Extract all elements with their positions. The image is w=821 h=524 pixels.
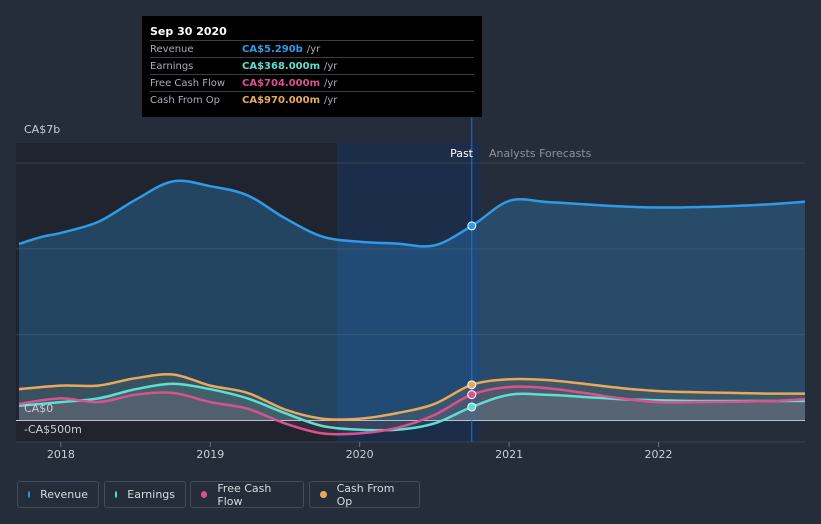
tooltip-row-cash-from-op: Cash From Op CA$970.000m /yr bbox=[150, 91, 474, 108]
y-tick-label: CA$7b bbox=[24, 123, 60, 136]
x-tick-label: 2018 bbox=[47, 448, 75, 461]
past-label: Past bbox=[450, 147, 474, 160]
tooltip-value: CA$368.000m bbox=[242, 60, 321, 72]
free-cash-flow-marker bbox=[467, 390, 477, 400]
tooltip-unit: /yr bbox=[324, 60, 338, 72]
legend-dot-icon bbox=[320, 491, 327, 498]
tooltip-label: Cash From Op bbox=[150, 94, 221, 106]
cash-from-op-marker bbox=[467, 380, 477, 390]
earnings-marker bbox=[467, 402, 477, 412]
tooltip-row-revenue: Revenue CA$5.290b /yr bbox=[150, 40, 474, 57]
tooltip-label: Revenue bbox=[150, 43, 194, 55]
earnings-line bbox=[18, 382, 805, 432]
tooltip-label: Free Cash Flow bbox=[150, 77, 226, 89]
legend-item-revenue[interactable]: Revenue bbox=[17, 481, 99, 508]
tooltip-value: CA$704.000m bbox=[242, 77, 321, 89]
cash-from-op-line bbox=[18, 372, 806, 421]
legend-dot-icon bbox=[28, 491, 31, 498]
free-cash-flow-line bbox=[18, 385, 806, 436]
legend-label: Earnings bbox=[127, 488, 175, 501]
legend-label: Cash From Op bbox=[336, 481, 395, 508]
tooltip-unit: /yr bbox=[324, 94, 338, 106]
tooltip: Sep 30 2020 Revenue CA$5.290b /yr Earnin… bbox=[142, 16, 482, 117]
y-tick-label: -CA$500m bbox=[24, 423, 82, 436]
tooltip-unit: /yr bbox=[306, 43, 321, 55]
tooltip-row-free-cash-flow: Free Cash Flow CA$704.000m /yr bbox=[150, 74, 474, 91]
revenue-marker bbox=[467, 221, 477, 231]
legend-dot-icon bbox=[115, 491, 118, 498]
legend-item-free-cash-flow[interactable]: Free Cash Flow bbox=[190, 481, 304, 508]
revenue-line bbox=[18, 179, 806, 248]
tooltip-unit: /yr bbox=[324, 77, 338, 89]
earnings-area bbox=[19, 383, 805, 431]
legend-item-earnings[interactable]: Earnings bbox=[104, 481, 186, 508]
legend-dot-icon bbox=[201, 491, 208, 498]
cash-from-op-area bbox=[19, 374, 805, 421]
tooltip-value: CA$5.290b bbox=[242, 43, 303, 55]
tooltip-date: Sep 30 2020 bbox=[150, 25, 227, 38]
tooltip-value: CA$970.000m bbox=[242, 94, 321, 106]
tooltip-label: Earnings bbox=[150, 60, 194, 72]
x-tick-label: 2019 bbox=[196, 448, 224, 461]
legend-label: Free Cash Flow bbox=[217, 481, 272, 508]
x-tick-label: 2022 bbox=[645, 448, 673, 461]
forecast-label: Analysts Forecasts bbox=[489, 147, 592, 160]
legend-label: Revenue bbox=[40, 488, 88, 501]
y-tick-label: CA$0 bbox=[24, 402, 53, 415]
x-tick-label: 2020 bbox=[346, 448, 374, 461]
revenue-area bbox=[19, 180, 805, 421]
x-tick-label: 2021 bbox=[495, 448, 523, 461]
tooltip-row-earnings: Earnings CA$368.000m /yr bbox=[150, 57, 474, 74]
legend-item-cash-from-op[interactable]: Cash From Op bbox=[309, 481, 420, 508]
